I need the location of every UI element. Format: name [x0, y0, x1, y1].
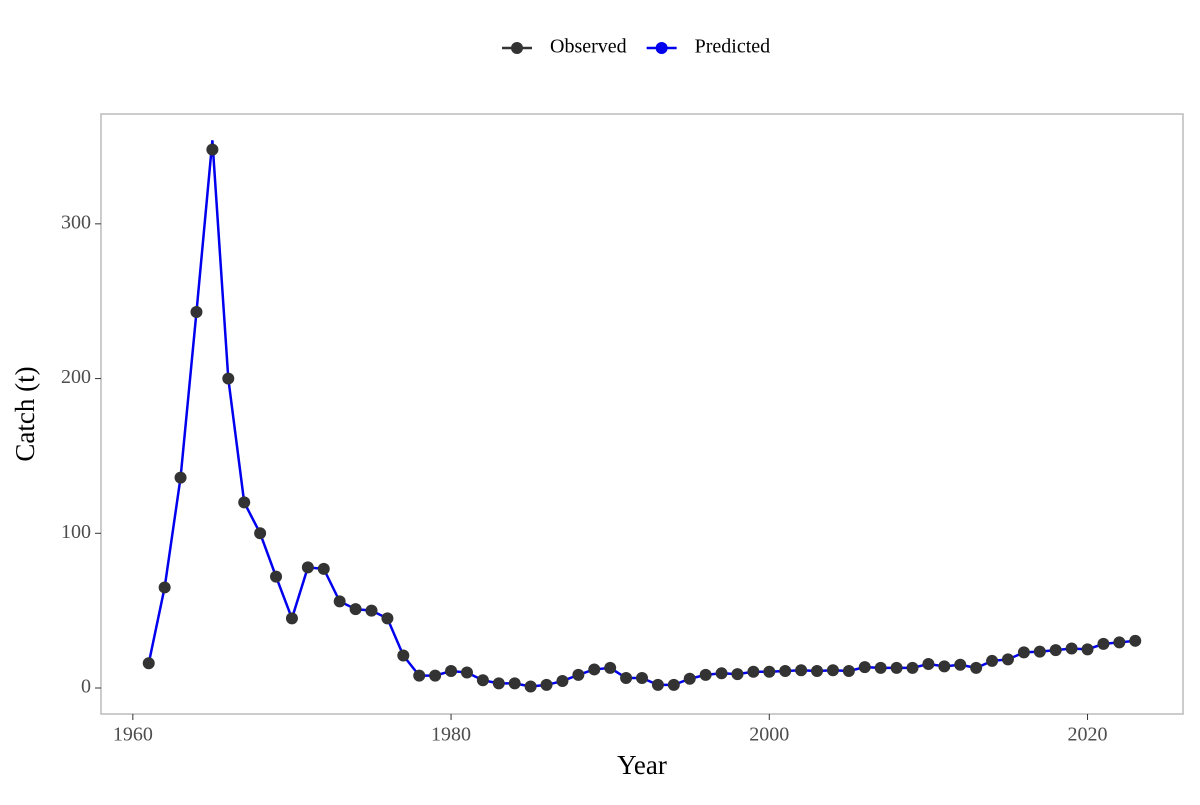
point — [1001, 653, 1014, 666]
point — [986, 654, 999, 667]
point — [1017, 646, 1030, 659]
legend-label: Predicted — [695, 36, 771, 58]
point — [476, 674, 489, 687]
point — [158, 581, 171, 594]
y-tick-label: 200 — [61, 366, 91, 388]
y-axis-label: Catch (t) — [10, 366, 40, 461]
point — [826, 664, 839, 677]
point — [683, 672, 696, 685]
point — [429, 669, 442, 682]
point — [651, 678, 664, 691]
point — [1113, 636, 1126, 649]
point — [317, 562, 330, 575]
x-tick-label: 2000 — [749, 724, 789, 746]
y-tick-label: 0 — [81, 676, 91, 698]
point — [556, 675, 569, 688]
point — [365, 604, 378, 617]
point — [397, 649, 410, 662]
x-tick-label: 2020 — [1068, 724, 1108, 746]
point — [524, 680, 537, 693]
point — [890, 661, 903, 674]
point — [620, 671, 633, 684]
point — [572, 668, 585, 681]
point — [906, 661, 919, 674]
point — [1129, 634, 1142, 647]
point — [381, 612, 394, 625]
point — [922, 658, 935, 671]
legend-label: Observed — [550, 36, 627, 58]
point — [190, 306, 203, 319]
panel-border — [100, 113, 1184, 715]
legend-symbol — [655, 42, 668, 54]
point — [954, 658, 967, 671]
point — [715, 667, 728, 680]
point — [763, 665, 776, 678]
point — [1049, 644, 1062, 657]
point — [636, 671, 648, 684]
point — [254, 527, 267, 540]
point — [222, 372, 235, 385]
y-tick-label: 100 — [61, 521, 91, 543]
point — [540, 678, 553, 691]
point — [333, 595, 346, 608]
legend-symbol — [511, 42, 523, 54]
point — [1081, 643, 1094, 656]
point — [1065, 642, 1078, 655]
x-axis-label: Year — [617, 750, 667, 780]
point — [270, 570, 283, 583]
point — [413, 669, 426, 682]
point — [349, 603, 362, 616]
point — [699, 668, 712, 681]
point — [174, 471, 187, 484]
point — [492, 677, 505, 690]
point — [460, 666, 473, 679]
point — [779, 664, 792, 677]
point — [508, 677, 521, 690]
point — [795, 664, 808, 677]
point — [238, 496, 251, 509]
point — [1097, 637, 1110, 650]
point — [858, 661, 871, 674]
point — [285, 612, 298, 625]
y-tick-label: 300 — [61, 211, 91, 233]
point — [588, 663, 601, 676]
point — [445, 664, 458, 677]
point — [731, 668, 744, 681]
point — [938, 660, 951, 673]
point — [811, 664, 824, 677]
point — [874, 661, 887, 674]
point — [301, 561, 314, 574]
point — [667, 678, 680, 691]
point — [604, 661, 617, 674]
point — [842, 664, 855, 677]
point — [142, 657, 155, 670]
point — [970, 661, 983, 674]
x-tick-label: 1980 — [431, 724, 471, 746]
point — [206, 143, 219, 156]
point — [747, 665, 760, 678]
point — [1033, 645, 1046, 658]
x-tick-label: 1960 — [113, 724, 153, 746]
